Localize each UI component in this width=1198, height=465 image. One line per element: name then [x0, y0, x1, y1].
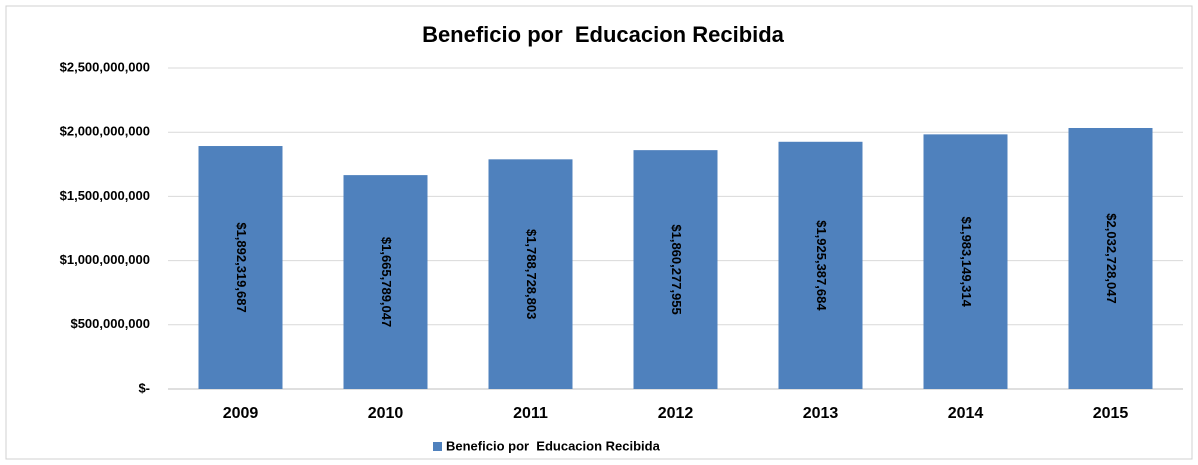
y-tick-label: $500,000,000 [70, 316, 150, 331]
chart-title: Beneficio por Educacion Recibida [422, 22, 785, 47]
value-label: $1,983,149,314 [959, 216, 974, 307]
x-tick-label: 2012 [658, 405, 694, 422]
y-tick-label: $1,500,000,000 [60, 188, 150, 203]
x-tick-label: 2013 [803, 405, 839, 422]
x-tick-label: 2014 [948, 405, 984, 422]
value-label: $1,892,319,687 [234, 222, 249, 312]
bar [778, 141, 863, 389]
chart-frame [5, 5, 1193, 460]
legend-label: Beneficio por Educacion Recibida [446, 438, 661, 453]
y-tick-label: $2,000,000,000 [60, 124, 150, 139]
value-label: $1,788,728,803 [524, 229, 539, 319]
value-label: $1,925,387,684 [814, 220, 829, 311]
x-tick-label: 2009 [223, 405, 259, 422]
x-tick-label: 2015 [1093, 405, 1129, 422]
legend-swatch [433, 442, 442, 451]
value-label: $2,032,728,047 [1104, 213, 1119, 303]
bar [633, 150, 718, 389]
x-tick-label: 2010 [368, 405, 404, 422]
bar [343, 175, 428, 389]
bar [198, 146, 283, 389]
x-tick-label: 2011 [513, 405, 548, 422]
y-tick-label: $1,000,000,000 [60, 252, 150, 267]
bar [923, 134, 1008, 389]
value-label: $1,665,789,047 [379, 237, 394, 327]
bar [1068, 127, 1153, 390]
bar [488, 159, 573, 389]
value-label: $1,860,277,955 [669, 224, 684, 314]
y-tick-label: $2,500,000,000 [60, 59, 150, 74]
y-tick-label: $- [138, 380, 150, 395]
